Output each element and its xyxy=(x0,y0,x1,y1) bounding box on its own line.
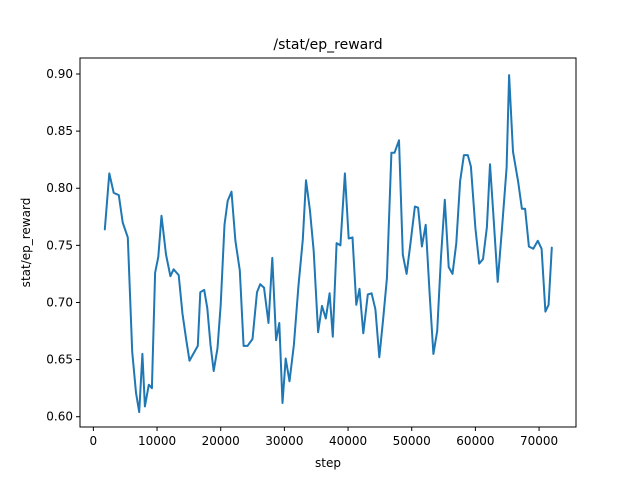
x-tick-label: 60000 xyxy=(456,434,494,448)
y-tick-label: 0.70 xyxy=(46,295,73,309)
series-line xyxy=(103,74,553,414)
plot-frame xyxy=(79,57,577,428)
x-axis-title: step xyxy=(315,456,341,470)
y-axis-title: stat/ep_reward xyxy=(19,198,33,288)
x-tick-label: 40000 xyxy=(329,434,367,448)
y-tick-label: 0.85 xyxy=(46,124,73,138)
y-tick-label: 0.80 xyxy=(46,181,73,195)
y-tick-label: 0.65 xyxy=(46,353,73,367)
x-tick-label: 70000 xyxy=(520,434,558,448)
x-tick-label: 20000 xyxy=(202,434,240,448)
x-tick-label: 0 xyxy=(90,434,98,448)
x-tick-label: 50000 xyxy=(393,434,431,448)
chart-title: /stat/ep_reward xyxy=(273,37,382,53)
y-tick-label: 0.60 xyxy=(46,410,73,424)
x-tick-label: 10000 xyxy=(138,434,176,448)
axes: 0 10000 20000 30000 40000 50000 60000 70000 0.60… xyxy=(46,67,558,448)
x-tick-label: 30000 xyxy=(265,434,303,448)
y-tick-label: 0.90 xyxy=(46,67,73,81)
y-tick-label: 0.75 xyxy=(46,238,73,252)
